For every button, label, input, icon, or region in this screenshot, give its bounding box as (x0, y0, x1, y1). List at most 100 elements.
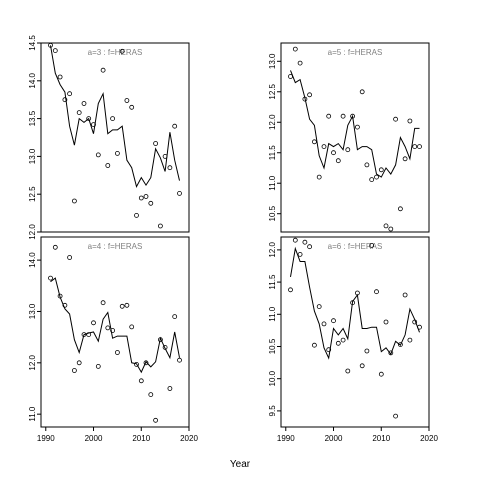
observed-point (417, 144, 422, 150)
observed-point (292, 237, 298, 243)
fitted-line (50, 277, 180, 374)
y-tick-label: 13.0 (268, 53, 277, 69)
observed-point (364, 348, 370, 354)
observed-point (345, 368, 351, 374)
panel-a6: a=6 : f=HERAS 9.5 10.0 10.5 11.0 11.5 12.0 1990… (268, 236, 438, 443)
observed-point (407, 337, 413, 343)
panel-a4: a=4 : f=HERAS 11.0 12.0 13.0 14.0 1990 2000 201… (28, 236, 198, 443)
observed-point (124, 302, 130, 308)
observed-point (52, 244, 58, 250)
y-tick-label: 13.5 (28, 110, 37, 126)
observed-point (100, 300, 106, 306)
observed-point (331, 150, 336, 156)
observed-point (91, 320, 96, 326)
panel-frame (280, 42, 430, 233)
panel-title: a=3 : f=HERAS (88, 48, 143, 57)
observed-point (119, 48, 125, 54)
y-tick-label: 11.0 (28, 406, 37, 422)
observed-point (307, 244, 313, 250)
observed-point (402, 156, 408, 162)
observed-point (177, 190, 182, 196)
observed-point (297, 251, 303, 257)
observed-point (100, 67, 106, 73)
observed-point (143, 194, 149, 199)
panel-a3: a=3 : f=HERAS 12.0 12.5 13.0 13.5 14.0 14.5 (28, 35, 190, 240)
observed-point (397, 206, 403, 212)
observed-point (110, 116, 115, 121)
observed-point (302, 96, 308, 102)
observed-point (143, 360, 149, 366)
y-tick-label: 12.5 (268, 83, 277, 99)
x-tick-label: 1990 (277, 434, 295, 443)
observed-point (153, 417, 159, 423)
observed-point (288, 74, 293, 79)
observed-point (167, 386, 173, 391)
observed-point (288, 287, 293, 293)
x-tick-label: 2020 (420, 434, 438, 443)
y-tick-label: 10.0 (268, 370, 277, 386)
observed-point (302, 239, 308, 245)
observed-point (115, 150, 120, 156)
observed-point (412, 319, 418, 325)
x-tick-label: 2000 (85, 434, 103, 443)
observed-point (388, 350, 394, 356)
y-tick-label: 14.5 (28, 35, 37, 51)
observed-point (369, 242, 375, 248)
panel-title: a=6 : f=HERAS (328, 242, 383, 251)
y-tick-label: 12.0 (268, 242, 277, 258)
observed-point (307, 92, 313, 98)
fitted-line (290, 70, 420, 178)
y-tick-label: 12.5 (28, 186, 37, 202)
observed-point (95, 152, 101, 158)
x-tick-label: 1990 (37, 434, 55, 443)
x-axis-label: Year (230, 459, 251, 470)
x-tick-label: 2000 (325, 434, 343, 443)
observed-point (129, 104, 135, 110)
y-tick-label: 9.5 (268, 405, 277, 417)
y-tick-label: 11.5 (268, 145, 277, 161)
y-tick-label: 10.5 (268, 205, 277, 221)
fitted-line (290, 246, 420, 360)
observed-point (124, 98, 130, 103)
y-tick-label: 12.0 (28, 224, 37, 240)
observed-point (62, 97, 68, 103)
observed-point (105, 325, 111, 331)
panel-title: a=4 : f=HERAS (88, 242, 143, 251)
observed-point (172, 123, 178, 129)
observed-point (393, 116, 399, 122)
observed-point (72, 198, 77, 204)
observed-point (402, 292, 408, 298)
observed-point (297, 60, 303, 66)
observed-point (316, 304, 322, 310)
observed-point (177, 357, 182, 363)
observed-point (311, 342, 317, 348)
observed-point (48, 42, 53, 48)
y-tick-label: 13.0 (28, 148, 37, 164)
observed-point (162, 153, 168, 159)
observed-point (340, 337, 346, 343)
observed-point (62, 302, 68, 308)
observed-point (364, 162, 370, 168)
observed-point (388, 226, 394, 232)
observed-point (129, 324, 135, 330)
observed-point (138, 378, 144, 384)
fitted-line (50, 45, 180, 188)
observed-point (374, 289, 379, 295)
observed-point (76, 110, 82, 115)
observed-point (81, 101, 87, 106)
observed-point (345, 147, 351, 153)
observed-point (407, 118, 413, 124)
observed-point (331, 318, 336, 324)
observed-point (340, 113, 346, 119)
observed-point (86, 332, 92, 338)
observed-point (67, 255, 72, 260)
observed-point (374, 174, 379, 180)
observed-point (52, 48, 58, 53)
panel-frame (280, 236, 430, 428)
observed-point (167, 165, 173, 171)
observed-point (48, 275, 53, 281)
observed-point (72, 368, 77, 373)
observed-point (354, 124, 360, 130)
observed-point (67, 91, 72, 97)
observed-point (378, 167, 384, 173)
